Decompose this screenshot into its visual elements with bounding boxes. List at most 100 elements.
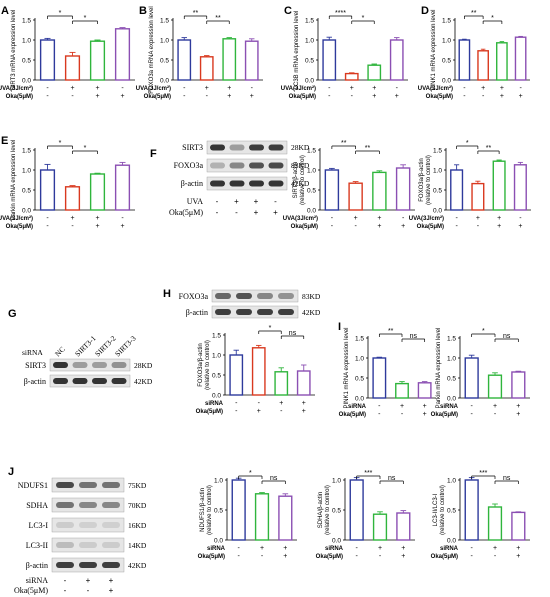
treatment-sign: +	[227, 93, 231, 100]
treatment-sign: -	[237, 545, 240, 552]
treatment-sign: +	[283, 545, 287, 552]
treatment-label: UVA(3J/cm²)	[283, 215, 318, 222]
treatment-sign: +	[423, 403, 427, 410]
y-tick-label: 1.5	[160, 18, 169, 25]
blot-band	[79, 482, 97, 488]
treatment-sign: +	[273, 208, 278, 217]
bar	[395, 382, 409, 399]
band-label: SIRT3	[182, 143, 203, 152]
panel-letter: C	[284, 5, 292, 17]
y-tick-label: 1.0	[22, 168, 31, 175]
y-tick-label: 0.5	[332, 508, 341, 515]
bar	[222, 38, 237, 81]
y-axis-label: SIRT3/β-actin(relative to control)	[293, 155, 306, 205]
treatment-sign: +	[279, 400, 283, 407]
y-tick-label: 1.0	[307, 168, 316, 175]
blot-band	[72, 378, 88, 384]
y-tick-label: 0.0	[212, 393, 221, 400]
treatment-sign: -	[470, 403, 473, 410]
bar	[89, 40, 106, 81]
bar	[64, 186, 81, 211]
y-tick-label: 0.0	[307, 208, 316, 215]
treatment-label: UVA(3J/cm²)	[418, 85, 453, 92]
y-axis-label: SDHA/β-actin(relative to control)	[318, 485, 331, 535]
treatment-sign: +	[120, 93, 124, 100]
band-kd: 42KD	[128, 561, 147, 570]
treatment-sign: -	[121, 85, 124, 92]
blot-band	[278, 309, 294, 315]
lane-label: NC	[53, 345, 67, 359]
blot-band	[278, 293, 294, 299]
y-axis-label: FOXO3a mRNA expression level	[149, 6, 155, 93]
bar	[244, 40, 259, 81]
treatment-sign: -	[355, 553, 358, 560]
sig-label: *	[491, 15, 494, 22]
band-label: SIRT3	[25, 361, 46, 370]
blot-band	[236, 293, 252, 299]
treatment-sign: +	[302, 400, 306, 407]
treatment-sign: +	[95, 223, 99, 230]
treatment-sign: +	[350, 85, 354, 92]
bar	[322, 39, 337, 81]
y-tick-label: 1.5	[355, 336, 364, 343]
y-tick-label: 0.5	[433, 188, 442, 195]
treatment-sign: -	[401, 411, 404, 418]
sig-label: *	[362, 15, 365, 22]
blot-band	[215, 309, 231, 315]
y-axis-label: SIRT3 mRNA expression level	[11, 10, 17, 91]
blot-band	[229, 180, 245, 187]
bar	[39, 169, 56, 211]
bar	[464, 479, 479, 541]
blot-membrane	[51, 497, 125, 513]
treatment-sign: -	[482, 93, 485, 100]
blot-band	[102, 542, 120, 548]
blot-F: F SIRT3 28KD FOXO3a 83KD β-actin 42KD UVA - + + - Ok…	[150, 140, 310, 217]
band-label: β-actin	[24, 377, 46, 386]
y-tick-label: 0.5	[212, 373, 221, 380]
treatment-label: Oka(5μM)	[6, 224, 33, 230]
treatment-sign: +	[476, 215, 480, 222]
y-tick-label: 1.0	[22, 38, 31, 45]
bar	[372, 513, 388, 541]
blot-band	[210, 162, 225, 169]
bar	[114, 164, 131, 211]
bar	[396, 512, 411, 541]
treatment-sign: -	[328, 93, 331, 100]
bar-chart-1: 0.0 0.5 1.0 1.5 FOXO3a mRNA expression level…	[136, 5, 263, 100]
treatment-sign: -	[455, 223, 458, 230]
treatment-label: UVA	[187, 197, 204, 206]
bar	[513, 164, 527, 211]
blot-band	[92, 362, 107, 368]
treatment-sign: -	[378, 411, 381, 418]
treatment-sign: +	[516, 545, 520, 552]
y-tick-label: 0.5	[22, 188, 31, 195]
treatment-sign: +	[377, 223, 381, 230]
sig-label: **	[215, 15, 221, 22]
treatment-sign: -	[331, 215, 334, 222]
blot-band	[56, 542, 74, 548]
y-tick-label: 0.0	[214, 538, 223, 545]
blot-band	[102, 502, 120, 508]
treatment-label: siRNA	[325, 546, 344, 552]
treatment-sign: +	[400, 403, 404, 410]
bar	[372, 357, 387, 399]
treatment-sign: +	[70, 215, 74, 222]
treatment-sign: +	[70, 85, 74, 92]
blot-band	[229, 162, 245, 169]
treatment-sign: -	[455, 215, 458, 222]
panel-letter: E	[1, 135, 8, 147]
treatment-sign: -	[280, 408, 283, 415]
blot-J: J NDUFS1 75KD SDHA 70KD LC3-I 16KD LC3-II 14KD β-…	[8, 466, 147, 595]
blot-band	[53, 378, 68, 384]
treatment-sign: -	[378, 403, 381, 410]
blot-band	[56, 562, 74, 568]
y-axis-label: NDUFS1/β-actin(relative to control)	[200, 485, 213, 535]
blot-membrane	[211, 305, 299, 319]
treatment-sign: -	[470, 545, 473, 552]
treatment-sign: -	[519, 85, 522, 92]
treatment-label: UVA(3J/cm²)	[0, 85, 33, 92]
